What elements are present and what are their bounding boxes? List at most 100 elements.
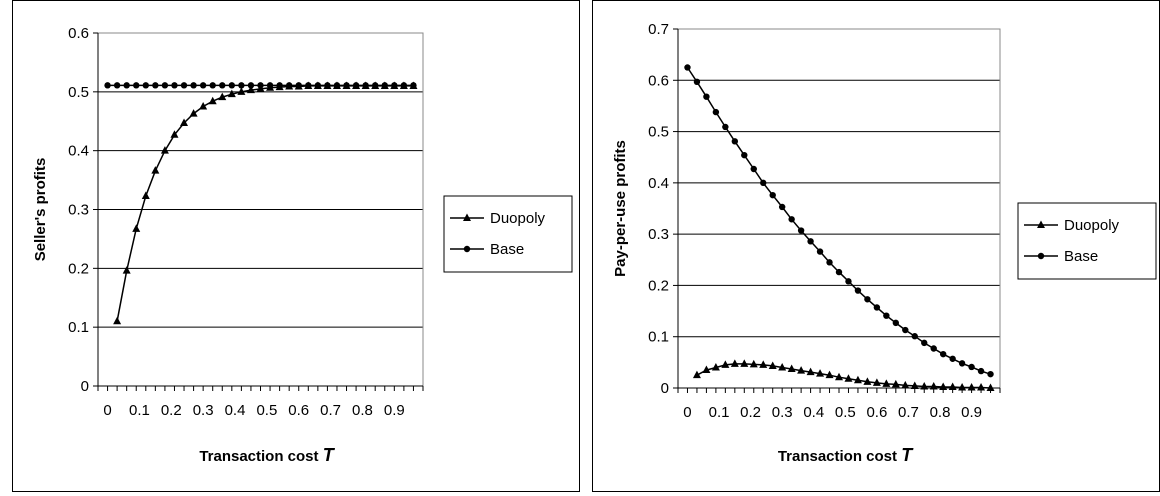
chart-panel-pay-per-use-profits: 0 0.1 0.2 0.3 0.4 0.5 0.6 0.7 0 0.1 0.2 0.3 0.4 0.5 0.… — [592, 0, 1160, 492]
x-tick-label: 0.5 — [256, 402, 277, 419]
data-point-base — [921, 339, 928, 347]
data-point-base — [285, 82, 293, 89]
legend-label-duopoly: Duopoly — [490, 210, 546, 227]
y-tick-label: 0.6 — [68, 25, 89, 42]
y-tick-label: 0.2 — [648, 277, 669, 294]
plot-area-frame — [677, 28, 1001, 389]
data-point-base — [410, 82, 417, 89]
data-point-duopoly — [721, 360, 730, 368]
data-point-base — [314, 82, 322, 89]
x-tick-label: 0.9 — [961, 404, 982, 421]
x-tick-label: 0.1 — [129, 402, 150, 419]
data-point-duopoly — [227, 89, 236, 98]
data-point-base — [381, 82, 388, 89]
data-point-base — [883, 312, 890, 319]
x-tick-label: 0.1 — [709, 404, 730, 421]
x-tick-label: 0.9 — [384, 402, 405, 419]
data-point-base — [939, 350, 947, 358]
data-point-base — [190, 82, 197, 89]
data-point-duopoly — [920, 381, 929, 390]
data-point-base — [864, 296, 871, 303]
data-point-duopoly — [882, 379, 891, 387]
data-point-base — [161, 82, 169, 89]
data-point-base — [180, 82, 188, 89]
data-point-duopoly — [218, 92, 227, 101]
data-point-base — [769, 191, 776, 199]
data-point-base — [826, 259, 833, 266]
data-point-base — [807, 238, 814, 245]
legend-box — [443, 195, 573, 273]
data-point-base — [703, 93, 710, 100]
data-point-base — [228, 82, 236, 89]
x-axis-title-text: Transaction cost — [778, 448, 901, 465]
data-point-base — [266, 82, 274, 89]
data-point-base — [750, 165, 757, 173]
x-tick-label: 0.8 — [352, 402, 373, 419]
data-point-duopoly — [730, 359, 739, 367]
data-point-duopoly — [958, 382, 967, 391]
legend-marker-duopoly — [463, 213, 471, 221]
x-axis-title: Transaction cost T — [778, 445, 914, 465]
data-point-base — [276, 82, 283, 89]
data-point-duopoly — [929, 381, 938, 390]
y-tick-label: 0.1 — [68, 319, 89, 336]
data-point-base — [372, 82, 379, 89]
data-point-base — [902, 326, 909, 334]
y-tick-label: 0.5 — [68, 84, 89, 101]
data-point-duopoly — [132, 224, 141, 232]
data-point-base — [892, 319, 900, 327]
data-point-base — [400, 82, 408, 89]
y-tick-label: 0 — [661, 380, 669, 397]
legend-marker-base — [463, 245, 471, 253]
x-tick-label: 0.3 — [772, 404, 793, 421]
data-point-base — [911, 333, 918, 340]
data-point-base — [958, 360, 966, 367]
data-point-base — [741, 151, 748, 159]
data-point-duopoly — [151, 166, 160, 174]
data-point-base — [219, 82, 226, 89]
series-line-duopoly — [696, 363, 991, 389]
x-axis-title-variable: T — [323, 445, 336, 465]
y-tick-label: 0.3 — [68, 202, 89, 219]
legend-marker-base — [1037, 252, 1045, 260]
data-point-duopoly — [835, 372, 843, 381]
data-point-base — [305, 82, 312, 89]
data-point-duopoly — [797, 366, 806, 374]
data-point-base — [930, 345, 937, 352]
data-point-duopoly — [759, 360, 768, 368]
y-tick-label: 0.1 — [648, 329, 669, 346]
series-line-duopoly — [116, 85, 414, 322]
x-tick-label: 0.4 — [803, 404, 824, 421]
data-point-duopoly — [768, 361, 777, 369]
data-point-duopoly — [806, 367, 815, 376]
x-axis-title-variable: T — [901, 445, 914, 465]
data-point-base — [113, 82, 121, 89]
legend-label-base: Base — [1064, 248, 1098, 265]
data-point-base — [104, 82, 111, 89]
x-tick-label: 0.2 — [161, 402, 182, 419]
x-tick-label: 0.3 — [193, 402, 214, 419]
legend: Duopoly Base — [443, 195, 573, 273]
data-point-base — [845, 278, 852, 285]
data-point-duopoly — [939, 382, 948, 390]
data-point-duopoly — [122, 266, 131, 274]
y-tick-label: 0.7 — [648, 21, 669, 38]
data-point-base — [797, 227, 805, 234]
y-axis-title: Pay-per-use profits — [612, 140, 629, 277]
data-point-duopoly — [199, 102, 208, 110]
x-tick-label: 0.5 — [835, 404, 856, 421]
data-point-base — [788, 216, 795, 223]
data-point-base — [693, 78, 701, 86]
data-point-base — [835, 268, 843, 276]
data-point-duopoly — [825, 370, 834, 379]
data-point-base — [171, 82, 178, 89]
y-axis-title: Seller's profits — [32, 158, 49, 262]
data-point-duopoly — [910, 381, 919, 389]
data-point-base — [362, 82, 369, 89]
x-tick-label: 0.2 — [740, 404, 761, 421]
data-point-base — [873, 304, 881, 311]
x-axis-title: Transaction cost T — [199, 445, 335, 465]
data-point-duopoly — [853, 375, 862, 384]
data-point-base — [391, 82, 398, 89]
data-point-base — [977, 367, 985, 375]
